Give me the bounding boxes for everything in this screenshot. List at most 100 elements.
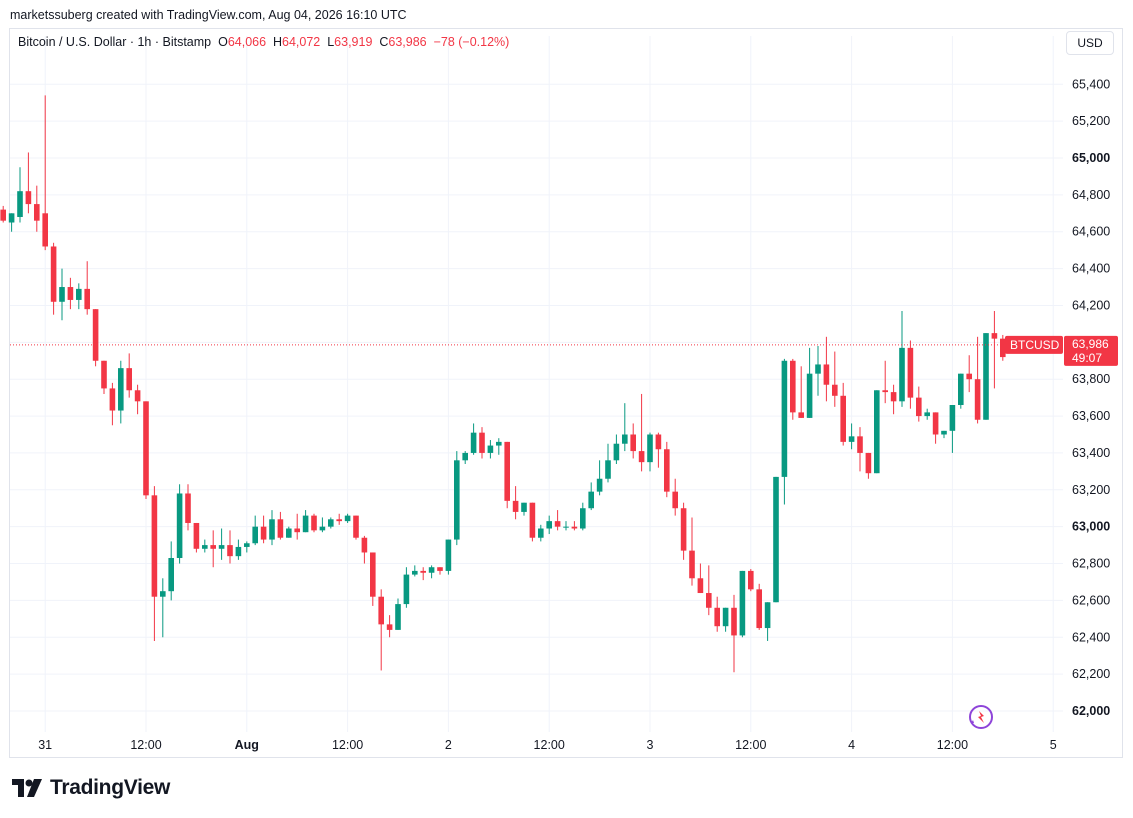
candle <box>17 167 23 223</box>
candle <box>857 427 863 472</box>
candle-body <box>395 604 401 630</box>
candle-body <box>210 545 216 549</box>
candle-body <box>218 545 225 549</box>
candle <box>160 578 166 638</box>
candle-body <box>134 390 141 402</box>
candle <box>529 502 536 542</box>
candle-body <box>185 493 191 523</box>
candle <box>378 589 384 671</box>
candle <box>756 583 762 630</box>
candle <box>76 283 82 310</box>
candle-body <box>823 364 830 385</box>
candle-body <box>848 436 855 442</box>
candle <box>622 403 628 452</box>
candle-body <box>420 570 426 573</box>
candle <box>714 596 720 632</box>
candle <box>991 310 998 389</box>
candle-body <box>874 390 880 474</box>
tradingview-wordmark: TradingView <box>50 776 171 799</box>
candle-body <box>126 368 132 391</box>
candle-body <box>496 441 502 446</box>
candle <box>8 213 15 232</box>
candle <box>286 526 292 538</box>
ticker-label-bg <box>1005 335 1063 354</box>
candle <box>395 598 401 630</box>
candle <box>966 355 972 393</box>
candle <box>370 552 376 606</box>
y-tick-label: 62,800 <box>1072 557 1110 571</box>
y-tick-label: 65,400 <box>1072 77 1110 91</box>
candle-body <box>428 567 435 573</box>
candle <box>832 351 838 407</box>
candle-body <box>8 213 15 223</box>
candle <box>151 486 158 641</box>
candle-body <box>487 445 494 453</box>
price-label-countdown: 49:07 <box>1072 351 1102 365</box>
time-axis: 31 12:00 Aug 12:00 2 12:00 3 12:00 4 12:00 5 <box>38 738 1056 752</box>
candle <box>412 565 418 577</box>
currency-button[interactable]: USD <box>1066 31 1114 55</box>
candle <box>722 607 729 632</box>
candle-body <box>991 333 998 339</box>
candle-body <box>336 519 342 522</box>
x-tick-label: 12:00 <box>937 738 968 752</box>
chart-legend: Bitcoin / U.S. Dollar · 1h · Bitstamp O6… <box>18 35 509 49</box>
candle <box>185 484 191 531</box>
candle <box>974 336 981 424</box>
candle-body <box>151 495 158 597</box>
candle <box>34 185 40 232</box>
candle-body <box>378 596 384 625</box>
candle-body <box>932 412 939 435</box>
candle <box>193 522 200 553</box>
candle-body <box>840 395 846 442</box>
candle <box>958 373 964 409</box>
chart-credit: marketssuberg created with TradingView.c… <box>10 8 407 22</box>
candle <box>420 567 426 581</box>
y-tick-label: 64,400 <box>1072 262 1110 276</box>
candle-body <box>890 392 897 402</box>
candle <box>361 535 368 564</box>
candle <box>50 242 57 315</box>
candle <box>143 401 149 500</box>
candle <box>176 484 183 564</box>
candle-body <box>319 526 326 531</box>
candle <box>563 521 569 531</box>
legend-open-value: 64,066 <box>227 35 267 49</box>
candle-body <box>294 528 300 533</box>
candle-body <box>697 578 704 594</box>
candle-body <box>605 460 611 479</box>
candle-body <box>941 430 947 435</box>
candle-body <box>588 491 594 509</box>
candle-body <box>67 287 74 300</box>
candle-body <box>647 434 653 463</box>
candle-body <box>949 405 956 431</box>
candle <box>890 384 897 415</box>
candle <box>218 528 225 560</box>
candle-body <box>260 526 267 540</box>
candle <box>689 517 695 586</box>
candle <box>941 430 947 439</box>
candle <box>353 515 359 540</box>
candle-body <box>504 441 510 501</box>
candle-body <box>739 570 746 636</box>
candle <box>647 432 653 472</box>
candle-body <box>34 204 40 221</box>
replay-icon[interactable] <box>969 705 993 729</box>
candle <box>764 602 771 641</box>
candle-body <box>176 493 183 559</box>
price-label-value: 63,986 <box>1072 337 1109 351</box>
x-tick-label: Aug <box>235 738 259 752</box>
legend-high-value: 64,072 <box>282 35 321 49</box>
candle-body <box>974 379 981 420</box>
candle-body <box>76 288 82 300</box>
candle-body <box>479 432 485 453</box>
x-tick-label: 12:00 <box>534 738 565 752</box>
candle-body <box>680 508 687 551</box>
candle <box>840 382 846 446</box>
candle <box>932 412 939 444</box>
candle-body <box>344 515 351 522</box>
ticker-label: BTCUSD <box>1010 338 1060 352</box>
candle <box>202 539 208 553</box>
legend-high-label: H <box>273 35 283 49</box>
